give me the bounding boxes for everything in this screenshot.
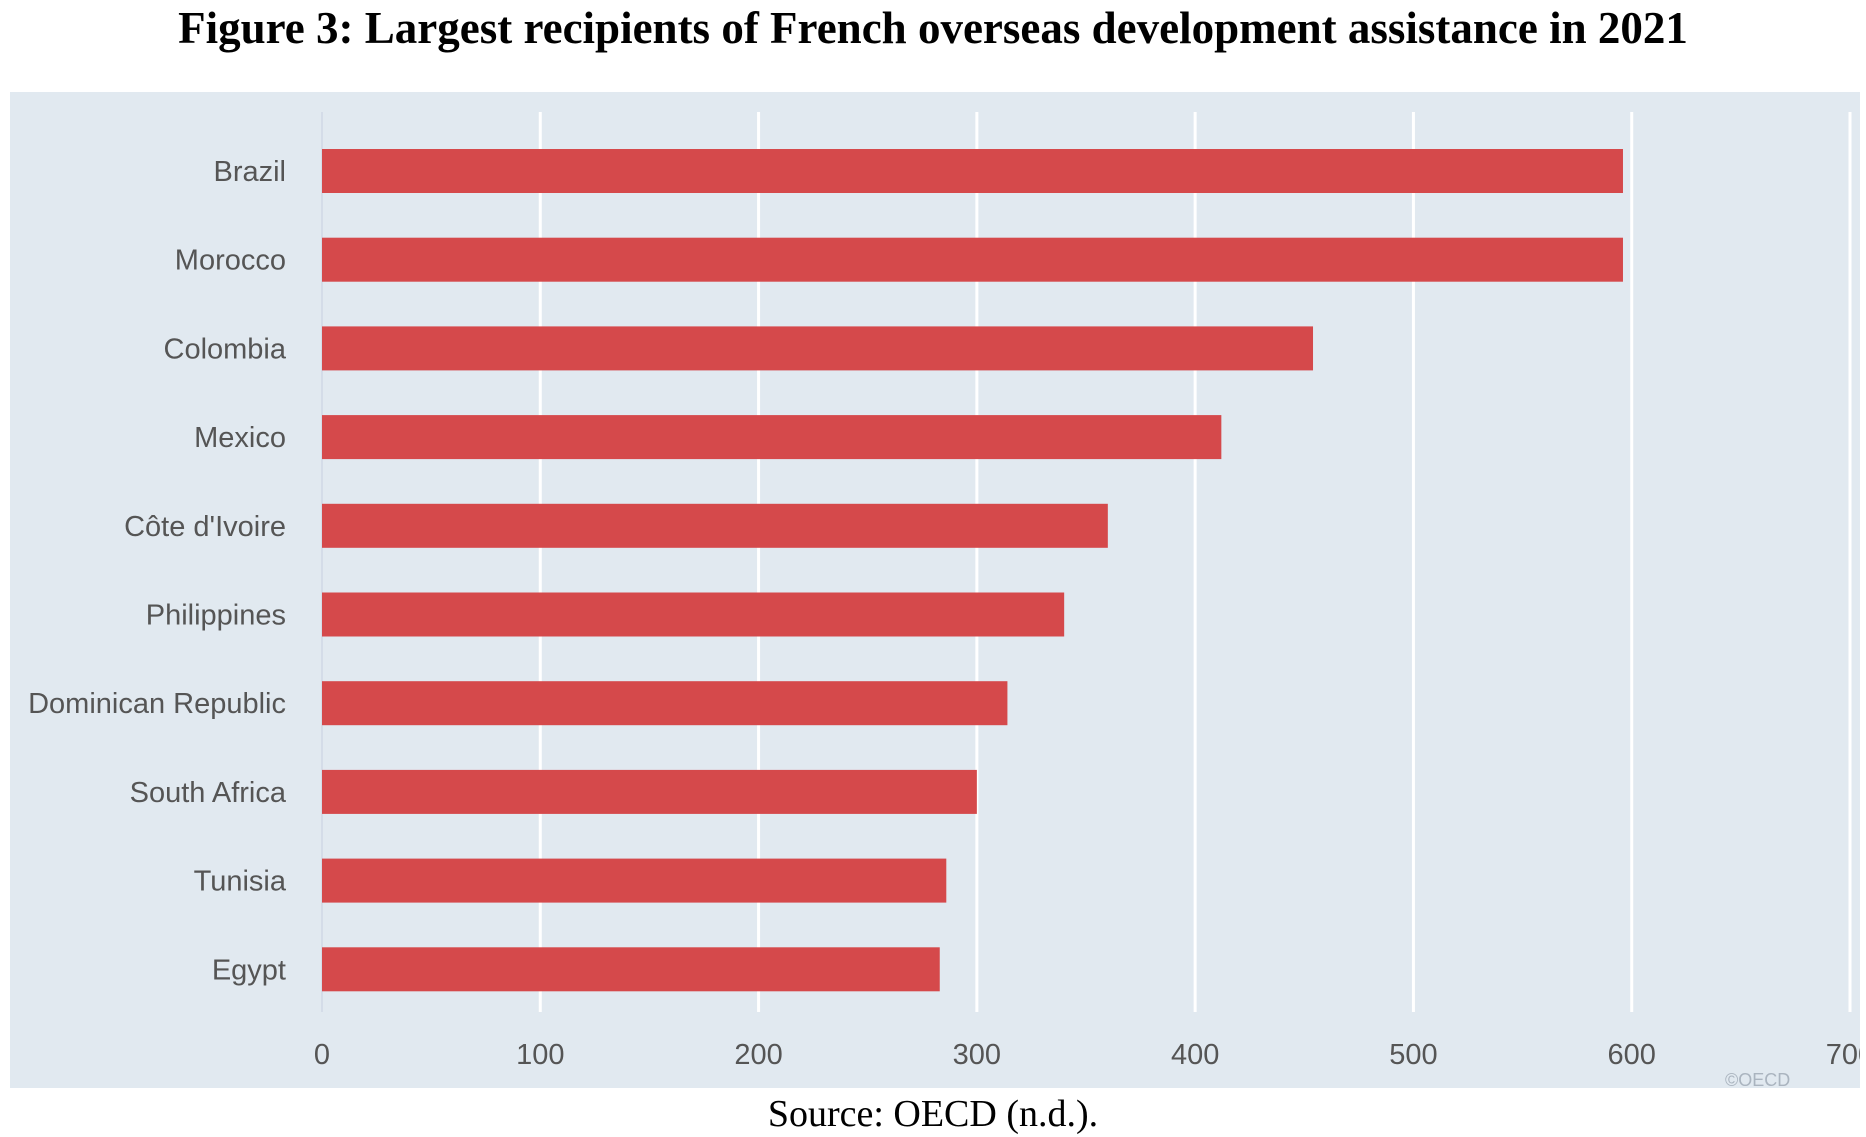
bar-chart: Brazil Morocco Colombia Mexico Côte d'Ivoire… (28, 112, 1860, 1088)
x-tick-label: 200 (734, 1039, 782, 1071)
oecd-watermark: ©OECD (1725, 1070, 1790, 1088)
category-label: Brazil (213, 156, 286, 188)
chart-panel: Brazil Morocco Colombia Mexico Côte d'Ivoire… (10, 92, 1860, 1088)
category-label: Egypt (212, 954, 286, 986)
bar-morocco (322, 237, 1623, 282)
source-note: Source: OECD (n.d.). (767, 1093, 1099, 1135)
bars (322, 149, 1623, 992)
x-tick-label: 700 (1826, 1039, 1860, 1071)
x-tick-label: 100 (516, 1039, 564, 1071)
category-label: Côte d'Ivoire (124, 511, 286, 543)
category-label: Dominican Republic (28, 688, 286, 720)
x-tick-label: 400 (1171, 1039, 1219, 1071)
bar-egypt (322, 947, 940, 992)
category-labels: Brazil Morocco Colombia Mexico Côte d'Ivoire… (28, 156, 287, 986)
x-tick-label: 600 (1608, 1039, 1656, 1071)
category-label: Morocco (175, 245, 286, 277)
category-label: South Africa (130, 777, 287, 809)
x-tick-label: 300 (953, 1039, 1001, 1071)
bar-south-africa (322, 769, 977, 814)
category-label: Mexico (194, 422, 286, 454)
x-tick-label: 500 (1389, 1039, 1437, 1071)
category-label: Tunisia (194, 866, 287, 898)
bar-c-te-d-ivoire (322, 503, 1108, 548)
bar-brazil (322, 149, 1623, 193)
bar-colombia (322, 326, 1314, 371)
category-label: Philippines (146, 600, 286, 632)
x-tick-label: 0 (314, 1039, 330, 1071)
figure-title: Figure 3: Largest recipients of French o… (178, 3, 1688, 53)
x-tick-labels: 0 100 200 300 400 500 600 700 (314, 1039, 1860, 1071)
bar-philippines (322, 592, 1065, 637)
bar-mexico (322, 415, 1222, 460)
bar-dominican-republic (322, 681, 1008, 726)
bar-tunisia (322, 858, 947, 903)
category-label: Colombia (164, 333, 287, 365)
